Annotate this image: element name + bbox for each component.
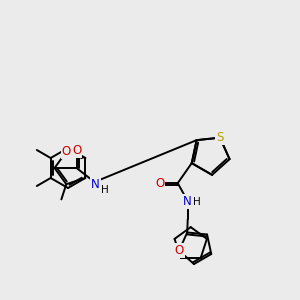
Text: H: H [193,197,201,207]
Text: O: O [72,145,81,158]
Text: O: O [155,177,164,190]
Text: H: H [101,185,108,195]
Text: N: N [183,195,192,208]
Text: S: S [216,131,224,144]
Text: O: O [175,244,184,257]
Text: N: N [91,178,100,190]
Text: O: O [62,145,71,158]
